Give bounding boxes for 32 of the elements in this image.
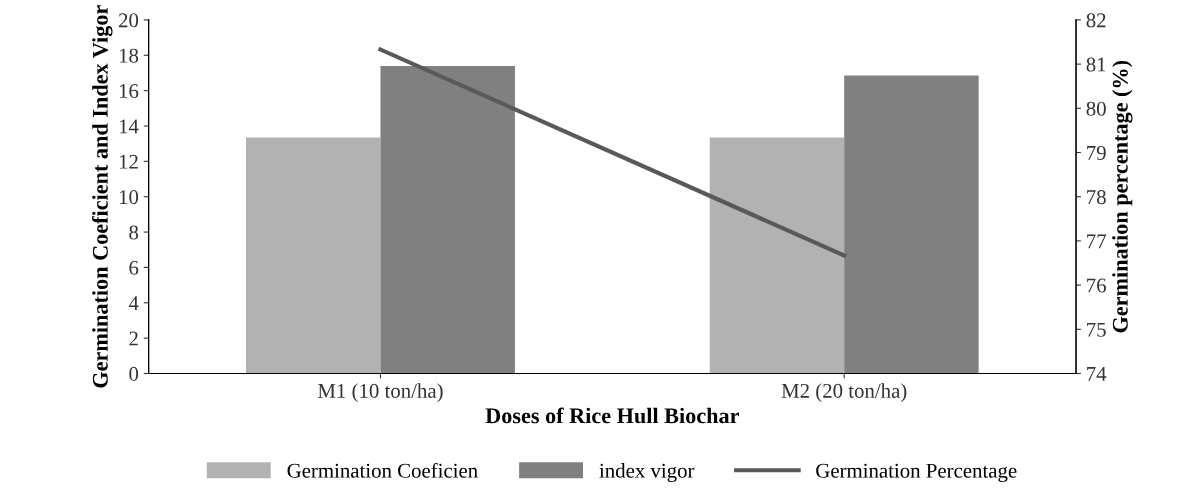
y-tick-label: 0 xyxy=(129,366,139,381)
legend-label: index vigor xyxy=(599,463,695,483)
y-tick-label: 14 xyxy=(119,119,139,134)
y-tick-label: 20 xyxy=(118,13,139,28)
y-tick-label: 18 xyxy=(119,48,139,63)
legend-label: Germination Percentage xyxy=(816,463,1017,483)
y2-tick-label: 76 xyxy=(1087,278,1106,293)
y-axis-title: Germination Coeficient and Index Vigor xyxy=(91,5,113,388)
y-tick-label: 10 xyxy=(119,190,139,205)
y-tick-label: 2 xyxy=(129,331,138,346)
y-tick-label: 16 xyxy=(119,84,139,99)
bar xyxy=(844,75,979,374)
y2-tick-label: 82 xyxy=(1086,13,1106,28)
bar xyxy=(709,137,845,374)
y2-tick-label: 78 xyxy=(1087,190,1106,205)
y-tick-label: 12 xyxy=(119,154,138,169)
legend-label: Germination Coeficien xyxy=(287,462,478,478)
y-tick-label: 4 xyxy=(128,296,139,311)
y2-tick-label: 75 xyxy=(1087,322,1106,337)
y2-tick-label: 77 xyxy=(1087,234,1106,249)
bar xyxy=(380,65,515,374)
y2-tick-label: 74 xyxy=(1087,367,1107,381)
y2-tick-label: 80 xyxy=(1086,101,1106,116)
bar xyxy=(246,137,381,374)
x-tick-label: M2 (20 ton/ha) xyxy=(781,383,907,403)
x-axis-title: Doses of Rice Hull Biochar xyxy=(485,407,739,424)
y2-tick-label: 81 xyxy=(1086,57,1106,72)
x-tick-label: M1 (10 ton/ha) xyxy=(318,383,443,403)
y2-tick-label: 79 xyxy=(1087,145,1106,160)
y-tick-label: 6 xyxy=(129,260,139,275)
y2-axis-title: Germination percentage (%) xyxy=(1112,60,1133,333)
y-tick-label: 8 xyxy=(129,225,139,240)
